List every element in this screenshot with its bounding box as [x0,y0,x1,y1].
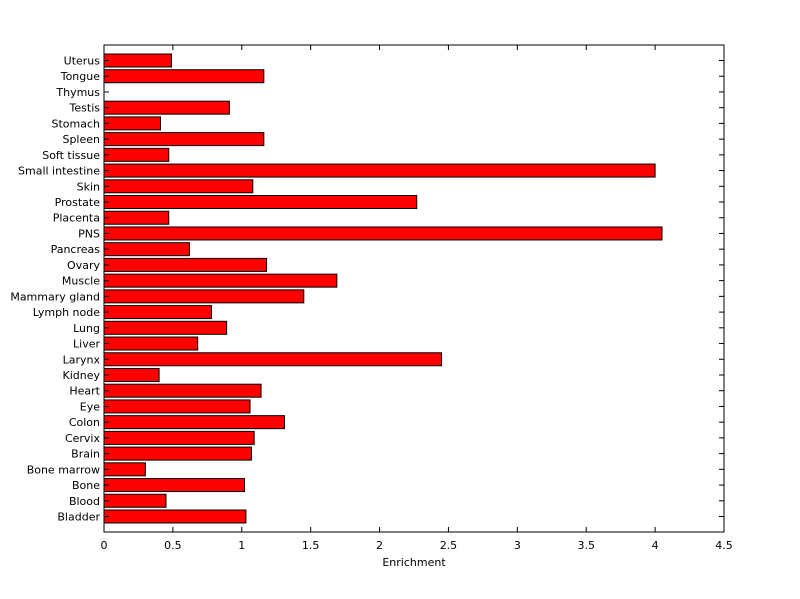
x-axis-label: Enrichment [382,556,446,569]
x-tick-label: 3 [514,539,521,552]
bar-placenta [103,210,170,225]
x-tick-label: 2.5 [440,539,458,552]
bar-bone-marrow [103,462,146,477]
x-tick-label: 4.5 [715,539,733,552]
y-tick-label-uterus: Uterus [64,55,101,68]
bar-brain [103,446,252,461]
bar-bladder [103,509,247,524]
x-tick-label: 4 [652,539,659,552]
y-tick-label-spleen: Spleen [62,133,100,146]
bar-pancreas [103,242,190,257]
bar-kidney [103,367,160,382]
y-tick-label-prostate: Prostate [55,196,101,209]
bar-lymph-node [103,305,212,320]
y-tick-label-eye: Eye [80,400,100,413]
y-tick-label-liver: Liver [73,338,100,351]
bar-bone [103,478,246,493]
bar-blood [103,493,167,508]
x-tick-label: 0.5 [164,539,182,552]
y-tick-label-muscle: Muscle [62,275,100,288]
bar-tongue [103,69,265,84]
bar-muscle [103,273,338,288]
x-axis-ticks: 0 0.5 1 1.5 2 2.5 3 3.5 4 4.5 [101,45,733,552]
y-tick-label-colon: Colon [69,416,100,429]
bar-small-intestine [103,163,656,178]
y-tick-label-thymus: Thymus [55,86,100,99]
y-tick-label-heart: Heart [69,385,100,398]
y-tick-label-brain: Brain [71,448,100,461]
y-tick-label-testis: Testis [69,102,101,115]
y-tick-label-bladder: Bladder [57,511,100,524]
bar-mammary-gland [103,289,305,304]
x-tick-label: 3.5 [577,539,595,552]
y-axis-ticks: Uterus Tongue Thymus Testis Stomach Spleen Sof… [10,55,724,524]
bar-spleen [103,132,265,147]
bar-pns [103,226,663,241]
y-tick-label-lung: Lung [73,322,100,335]
y-tick-label-cervix: Cervix [65,432,101,445]
y-tick-label-pns: PNS [78,227,100,240]
y-tick-label-bone: Bone [72,479,100,492]
bar-cervix [103,430,255,445]
y-tick-label-larynx: Larynx [63,353,101,366]
bar-stomach [103,116,161,131]
bar-skin [103,179,254,194]
y-tick-label-placenta: Placenta [53,212,100,225]
bar-prostate [103,195,418,210]
x-tick-label: 1.5 [302,539,320,552]
y-tick-label-small-intestine: Small intestine [18,165,100,178]
x-tick-label: 0 [101,539,108,552]
bar-ovary [103,257,268,272]
y-tick-label-ovary: Ovary [67,259,100,272]
bar-colon [103,415,285,430]
bar-larynx [103,352,443,367]
bar-eye [103,399,251,414]
y-tick-label-soft-tissue: Soft tissue [42,149,100,162]
y-tick-label-pancreas: Pancreas [51,243,101,256]
y-tick-label-kidney: Kidney [62,369,100,382]
bar-soft-tissue [103,147,170,162]
bar-lung [103,320,228,335]
y-tick-label-tongue: Tongue [60,70,101,83]
bar-liver [103,336,199,351]
y-tick-label-blood: Blood [69,495,100,508]
x-tick-label: 1 [238,539,245,552]
y-tick-label-stomach: Stomach [51,117,100,130]
bar-heart [103,383,262,398]
y-tick-label-bone-marrow: Bone marrow [27,463,100,476]
y-tick-label-lymph-node: Lymph node [33,306,100,319]
plot-frame [103,44,725,533]
bar-uterus [103,53,173,68]
bar-testis [103,100,230,115]
y-tick-label-mammary-gland: Mammary gland [10,290,100,303]
y-tick-label-skin: Skin [77,180,100,193]
x-tick-label: 2 [376,539,383,552]
